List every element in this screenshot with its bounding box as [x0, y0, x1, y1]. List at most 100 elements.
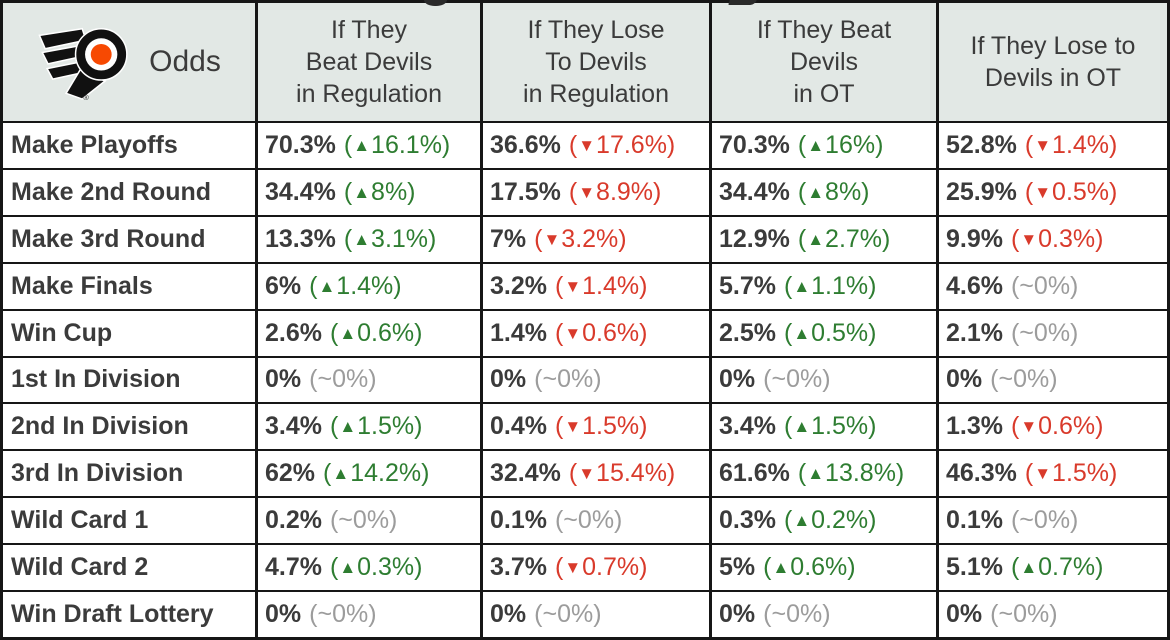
odds-change-flat: (~0%) — [990, 365, 1058, 394]
odds-change-up: (▲1.4%) — [309, 271, 402, 300]
odds-value: 13.3% — [265, 224, 336, 253]
odds-cell: 5.7% (▲1.1%) — [712, 263, 936, 309]
odds-change-down: (▼8.9%) — [568, 177, 662, 206]
odds-value: 0.3% — [719, 506, 776, 535]
down-triangle-icon: ▼ — [1020, 417, 1038, 437]
odds-cell: 36.6% (▼17.6%) — [483, 123, 709, 168]
odds-value: 3.7% — [490, 553, 547, 582]
odds-cell: 0% (~0%) — [483, 592, 709, 637]
flyers-logo-icon: ® — [38, 27, 128, 100]
odds-value: 2.6% — [265, 318, 322, 347]
odds-cell: 3.4% (▲1.5%) — [258, 404, 480, 450]
up-triangle-icon: ▲ — [1020, 558, 1038, 578]
down-triangle-icon: ▼ — [578, 464, 596, 484]
odds-value: 46.3% — [946, 459, 1017, 488]
up-triangle-icon: ▲ — [339, 323, 357, 343]
odds-change-down: (▼0.6%) — [554, 318, 648, 347]
odds-cell: 0% (~0%) — [939, 592, 1167, 637]
odds-value: 2.5% — [719, 318, 776, 347]
row-label: Make Finals — [3, 263, 255, 309]
odds-cell: 0% (~0%) — [712, 592, 936, 637]
odds-change-down: (▼0.5%) — [1024, 177, 1118, 206]
up-triangle-icon: ▲ — [807, 182, 825, 202]
odds-change-up: (▲0.6%) — [329, 318, 423, 347]
odds-value: 34.4% — [719, 177, 790, 206]
down-triangle-icon: ▼ — [564, 558, 582, 578]
odds-change-up: (▲14.2%) — [323, 459, 430, 488]
down-triangle-icon: ▼ — [564, 417, 582, 437]
odds-cell: 0% (~0%) — [258, 357, 480, 403]
odds-value: 5% — [719, 553, 756, 582]
odds-value: 61.6% — [719, 459, 790, 488]
odds-change-flat: (~0%) — [1010, 318, 1079, 347]
odds-change-up: (▲1.5%) — [329, 412, 423, 441]
odds-change-flat: (~0%) — [534, 600, 602, 629]
up-triangle-icon: ▲ — [793, 511, 811, 531]
odds-value: 7% — [490, 224, 527, 253]
odds-value: 0% — [490, 365, 527, 394]
odds-cell: 62% (▲14.2%) — [258, 451, 480, 497]
svg-text:®: ® — [83, 93, 89, 100]
up-triangle-icon: ▲ — [332, 464, 350, 484]
cropped-title-fragment — [728, 0, 757, 5]
odds-change-up: (▲0.6%) — [763, 553, 856, 582]
odds-cell: 2.6% (▲0.6%) — [258, 310, 480, 356]
odds-value: 0% — [265, 600, 302, 629]
odds-cell: 6% (▲1.4%) — [258, 263, 480, 309]
odds-change-up: (▲2.7%) — [797, 224, 891, 253]
odds-value: 36.6% — [490, 130, 561, 159]
odds-value: 0.1% — [946, 506, 1003, 535]
odds-cell: 32.4% (▼15.4%) — [483, 451, 709, 497]
down-triangle-icon: ▼ — [578, 135, 596, 155]
odds-value: 5.1% — [946, 553, 1003, 582]
odds-cell: 0% (~0%) — [483, 357, 709, 403]
odds-change-up: (▲0.3%) — [329, 553, 423, 582]
row-label: Wild Card 1 — [3, 498, 255, 544]
odds-cell: 5.1% (▲0.7%) — [939, 545, 1167, 591]
odds-change-flat: (~0%) — [329, 506, 398, 535]
odds-cell: 34.4% (▲8%) — [712, 169, 936, 215]
odds-change-up: (▲8%) — [343, 177, 416, 206]
odds-cell: 7% (▼3.2%) — [483, 216, 709, 262]
row-label: Win Cup — [3, 310, 255, 356]
odds-value: 0.4% — [490, 412, 547, 441]
odds-change-up: (▲13.8%) — [797, 459, 905, 488]
odds-change-flat: (~0%) — [309, 600, 377, 629]
odds-value: 70.3% — [265, 130, 336, 159]
odds-change-down: (▼17.6%) — [568, 130, 676, 159]
odds-value: 0.1% — [490, 506, 547, 535]
column-header-beat-regulation: If They Beat Devils in Regulation — [258, 3, 480, 121]
odds-cell: 2.1% (~0%) — [939, 310, 1167, 356]
odds-value: 1.4% — [490, 318, 547, 347]
odds-cell: 9.9% (▼0.3%) — [939, 216, 1167, 262]
odds-change-up: (▲1.1%) — [783, 271, 877, 300]
odds-change-flat: (~0%) — [1010, 271, 1079, 300]
odds-value: 2.1% — [946, 318, 1003, 347]
odds-change-down: (▼3.2%) — [534, 224, 627, 253]
up-triangle-icon: ▲ — [807, 464, 825, 484]
odds-cell: 0% (~0%) — [939, 357, 1167, 403]
odds-cell: 5% (▲0.6%) — [712, 545, 936, 591]
odds-change-down: (▼1.5%) — [1024, 459, 1118, 488]
odds-value: 4.7% — [265, 553, 322, 582]
up-triangle-icon: ▲ — [793, 417, 811, 437]
odds-cell: 70.3% (▲16%) — [712, 123, 936, 168]
odds-cell: 25.9% (▼0.5%) — [939, 169, 1167, 215]
row-label: Wild Card 2 — [3, 545, 255, 591]
down-triangle-icon: ▼ — [1034, 464, 1052, 484]
odds-cell: 34.4% (▲8%) — [258, 169, 480, 215]
odds-cell: 17.5% (▼8.9%) — [483, 169, 709, 215]
odds-cell: 52.8% (▼1.4%) — [939, 123, 1167, 168]
down-triangle-icon: ▼ — [564, 323, 582, 343]
odds-cell: 13.3% (▲3.1%) — [258, 216, 480, 262]
up-triangle-icon: ▲ — [353, 135, 371, 155]
odds-value: 3.4% — [265, 412, 322, 441]
odds-change-flat: (~0%) — [554, 506, 623, 535]
odds-value: 0% — [946, 365, 983, 394]
odds-cell: 3.4% (▲1.5%) — [712, 404, 936, 450]
odds-value: 0% — [265, 365, 302, 394]
odds-value: 70.3% — [719, 130, 790, 159]
odds-cell: 3.2% (▼1.4%) — [483, 263, 709, 309]
